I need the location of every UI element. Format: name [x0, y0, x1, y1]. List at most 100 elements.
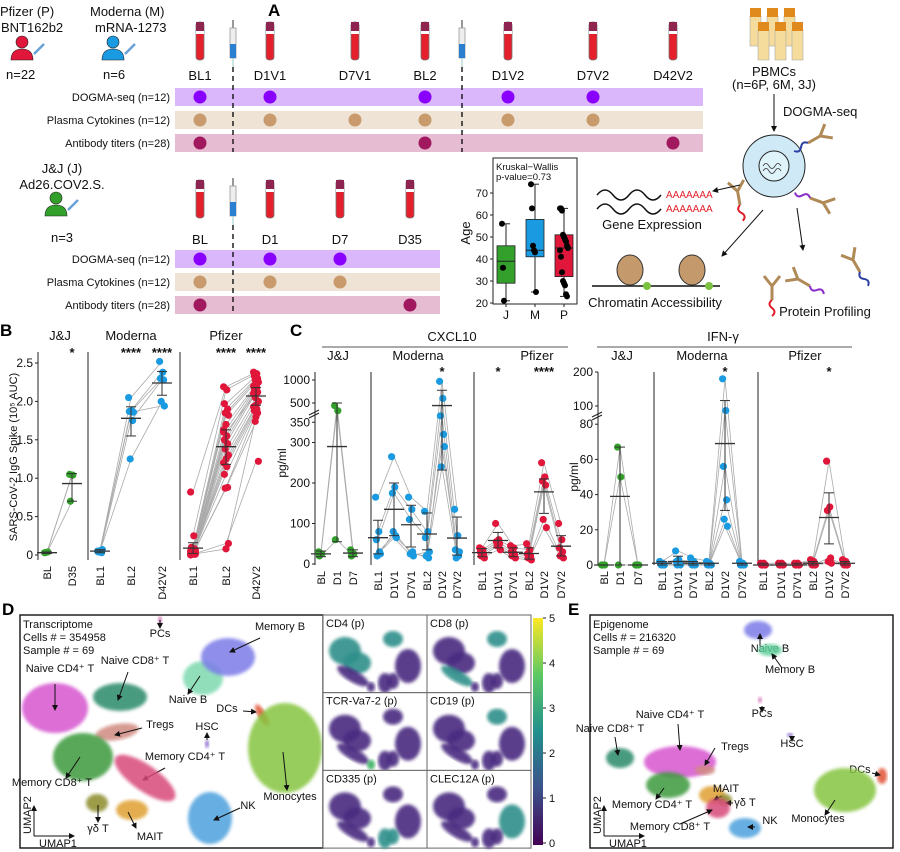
timepoint-label: D7V1 — [339, 68, 372, 83]
subplot-jj: J&J BL D1 D7 — [594, 348, 648, 585]
sample-dot — [501, 113, 515, 127]
label-arrow — [676, 723, 683, 751]
y-tick-label: 0 — [26, 548, 33, 562]
pbmc-tube-cap — [784, 8, 795, 17]
colorbar-tick-label: 1 — [549, 793, 555, 805]
label-arrow — [871, 770, 881, 777]
antibody-shape — [784, 266, 811, 288]
x-tick-label: D7V1 — [792, 571, 804, 599]
timepoint-label: BL1 — [188, 68, 211, 83]
nucleus-icon — [758, 150, 790, 182]
cohort-vaccine: BNT162b2 — [1, 20, 63, 35]
cluster-blob — [93, 683, 147, 711]
tube-cap — [669, 22, 677, 31]
barcode-oligo — [768, 299, 776, 317]
subplot-jj: J&J BL * D35 — [37, 328, 82, 586]
assay-bar — [175, 250, 440, 268]
antibody-shape — [726, 179, 746, 206]
pbmc-tube-icon — [791, 29, 804, 61]
syringe-fluid — [230, 202, 236, 216]
data-point — [405, 515, 413, 524]
feature-blob — [387, 750, 399, 767]
sample-dot — [348, 113, 362, 127]
assay-bar — [175, 88, 703, 106]
cluster-label: Memory B — [255, 621, 305, 633]
data-point — [440, 442, 448, 451]
assay-bar — [175, 111, 703, 129]
feature-blob — [441, 743, 473, 765]
data-point — [187, 488, 195, 496]
data-point — [719, 375, 727, 383]
x-tick-label: BL1 — [758, 571, 770, 591]
tube-cap — [266, 22, 274, 31]
blood-tube-icon — [350, 21, 360, 61]
subject-line — [46, 475, 73, 553]
x-tick-label: BL1 — [657, 571, 669, 591]
y-tick-label: 50 — [476, 232, 488, 244]
cluster-blob — [814, 768, 876, 812]
data-point — [160, 402, 168, 410]
box — [496, 245, 516, 284]
sample-dot — [193, 136, 207, 150]
sample-dot — [193, 252, 207, 266]
data-point — [220, 470, 228, 478]
x-tick-label: D7V2 — [556, 571, 568, 599]
label-arrow — [213, 807, 241, 821]
feature-blob — [487, 786, 507, 803]
subplot-title: Pfizer — [209, 328, 243, 343]
data-point — [719, 462, 728, 471]
feature-blob — [383, 786, 403, 803]
sample-dot — [586, 113, 600, 127]
poly-a-tail: AAAAAAA — [666, 204, 713, 215]
timepoint-label: D1V2 — [492, 68, 525, 83]
cluster-label: Monocytes — [263, 791, 317, 803]
sample-dot — [418, 90, 432, 104]
tube-cap — [421, 22, 429, 31]
x-tick-label: M — [530, 308, 540, 322]
label-arrow — [116, 671, 129, 701]
cohort-name: J&J (J) — [42, 161, 82, 176]
data-point — [720, 515, 728, 523]
significance-stars: * — [69, 345, 75, 360]
cluster-label: NK — [240, 800, 256, 812]
data-point — [224, 539, 232, 548]
pbmc-tube-cap — [750, 8, 761, 17]
feature-blob — [383, 631, 403, 647]
data-point — [451, 505, 459, 513]
subject-line — [99, 379, 163, 553]
panel-a-study-design: Pfizer (P)BNT162b2 Moderna (M)mRNA-1273 n=… — [0, 4, 871, 322]
tube-cap — [589, 22, 597, 31]
significance-stars: **** — [246, 345, 267, 360]
data-point — [408, 505, 416, 513]
cluster-label: Naive CD4⁺ T — [636, 709, 705, 721]
x-tick-label: D1V2 — [720, 571, 732, 599]
data-point — [222, 420, 230, 429]
x-tick-label: D35 — [67, 566, 79, 586]
blood-tube-icon — [405, 179, 415, 219]
method-label: DOGMA-seq — [783, 104, 857, 119]
colorbar-tick-label: 5 — [549, 613, 555, 625]
data-point — [823, 506, 832, 515]
tube-cap — [336, 180, 344, 189]
cluster-blob — [729, 818, 761, 838]
y-axis-label: pg/ml — [567, 462, 581, 491]
subplot-title: J&J — [49, 328, 71, 343]
assay-bar — [175, 296, 440, 314]
significance-stars: **** — [534, 364, 555, 379]
age-point — [499, 220, 505, 227]
age-point — [558, 253, 564, 260]
x-tick-label: D1V1 — [389, 571, 401, 599]
cohort-name: Moderna (M) — [90, 4, 164, 19]
cluster-label: MAIT — [137, 831, 164, 843]
cluster-blob — [53, 733, 113, 781]
label-arrow — [229, 637, 261, 653]
x-tick-label: D7 — [633, 571, 645, 585]
label-arrow — [65, 756, 81, 779]
colorbar — [533, 618, 543, 845]
age-point — [529, 205, 535, 212]
cluster-label: Monocytes — [791, 813, 845, 825]
umap2-label: UMAP2 — [22, 796, 34, 834]
subject-line — [377, 434, 458, 559]
subject-line — [377, 415, 458, 550]
